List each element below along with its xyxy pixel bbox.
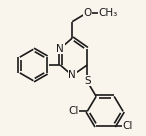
Text: S: S [84,76,91,86]
Text: O: O [83,8,91,18]
Text: Cl: Cl [122,121,133,131]
Text: N: N [68,70,76,81]
Text: CH₃: CH₃ [99,8,118,18]
Text: Cl: Cl [69,106,79,116]
Text: N: N [56,44,64,54]
